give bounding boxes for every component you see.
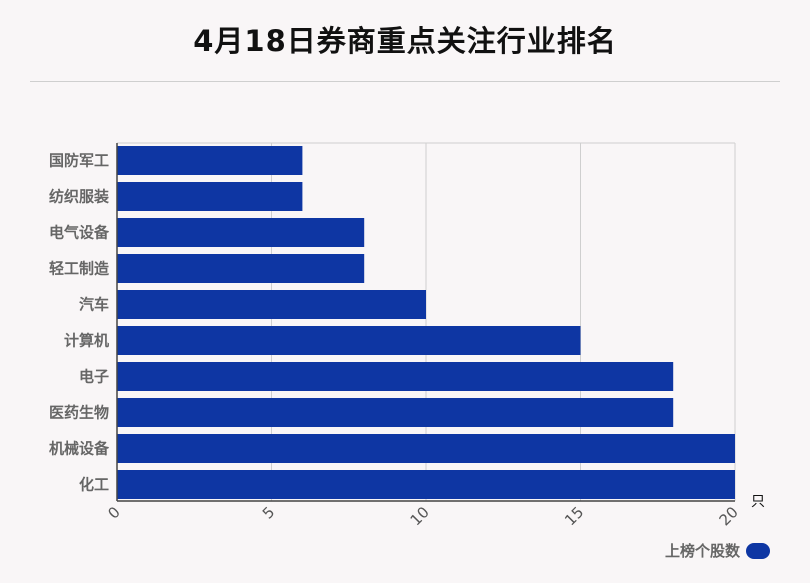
category-label: 国防军工 [49,152,109,170]
category-label: 轻工制造 [49,260,109,278]
legend-swatch [746,542,770,559]
x-tick-label: 15 [561,503,587,529]
x-tick-label: 10 [407,503,433,529]
category-label: 纺织服装 [49,188,110,206]
category-label: 机械设备 [49,440,110,458]
title-divider [30,81,780,82]
category-label: 电子 [79,368,109,386]
bar[interactable] [117,146,303,175]
bar[interactable] [117,182,303,211]
category-label: 化工 [79,476,109,494]
axes [116,143,735,502]
bar[interactable] [117,398,674,427]
x-axis-unit: 只 [751,494,765,510]
bar[interactable] [117,254,365,283]
x-tick-label: 20 [716,503,742,529]
chart-title: 4月18日券商重点关注行业排名 [193,24,617,58]
bars [117,146,735,499]
bar[interactable] [117,434,735,463]
x-tick-label: 5 [259,503,278,522]
tick-labels: 0 5 10 15 20 [104,503,741,529]
x-tick-label: 0 [104,503,123,522]
bar[interactable] [117,290,426,319]
bar[interactable] [117,218,365,247]
bar[interactable] [117,326,581,355]
category-label: 电气设备 [49,224,110,242]
category-label: 计算机 [64,332,109,350]
legend[interactable]: 上榜个股数 [665,540,770,561]
category-label: 汽车 [79,296,109,314]
legend-label: 上榜个股数 [664,542,740,560]
bar[interactable] [117,362,674,391]
bar[interactable] [117,470,735,499]
category-label: 医药生物 [49,404,109,422]
